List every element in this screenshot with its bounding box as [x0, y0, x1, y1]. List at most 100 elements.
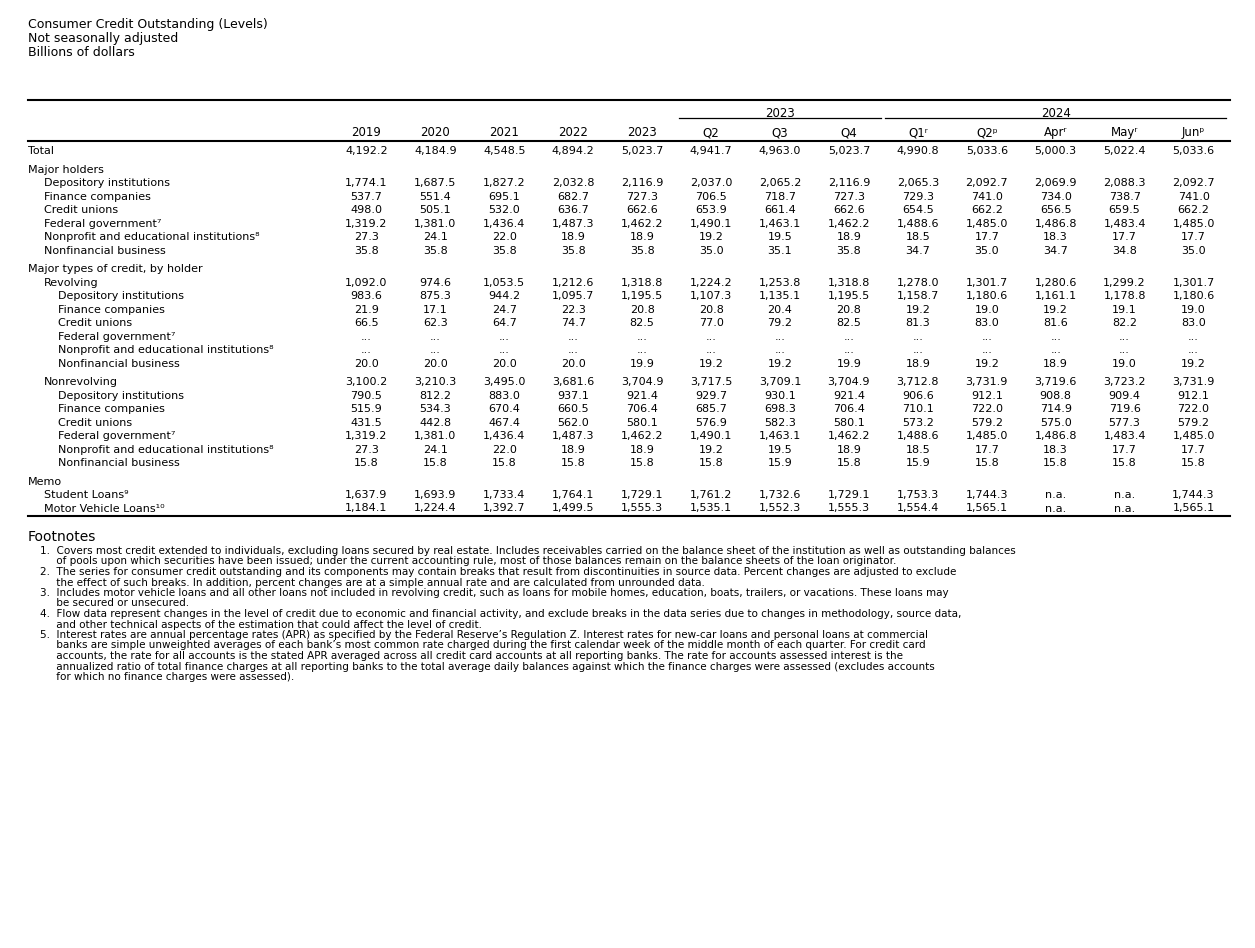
Text: Credit unions: Credit unions [58, 318, 132, 328]
Text: 1,224.4: 1,224.4 [414, 503, 457, 514]
Text: 4,184.9: 4,184.9 [414, 146, 457, 156]
Text: 576.9: 576.9 [695, 417, 727, 428]
Text: 2023: 2023 [766, 107, 794, 120]
Text: 1,301.7: 1,301.7 [1172, 278, 1215, 287]
Text: 1,319.2: 1,319.2 [345, 431, 388, 441]
Text: 19.9: 19.9 [630, 358, 655, 369]
Text: 1,319.2: 1,319.2 [345, 218, 388, 228]
Text: Nonfinancial business: Nonfinancial business [58, 458, 179, 468]
Text: 19.2: 19.2 [699, 445, 724, 454]
Text: 741.0: 741.0 [971, 191, 1003, 202]
Text: ...: ... [430, 332, 441, 341]
Text: ...: ... [1050, 345, 1062, 355]
Text: of pools upon which securities have been issued; under the current accounting ru: of pools upon which securities have been… [40, 556, 896, 567]
Text: 22.3: 22.3 [561, 304, 586, 315]
Text: Federal government⁷: Federal government⁷ [58, 332, 176, 341]
Text: 937.1: 937.1 [557, 391, 589, 400]
Text: Q1ʳ: Q1ʳ [907, 126, 927, 139]
Text: 1,488.6: 1,488.6 [896, 431, 939, 441]
Text: 19.0: 19.0 [1112, 358, 1137, 369]
Text: annualized ratio of total finance charges at all reporting banks to the total av: annualized ratio of total finance charge… [40, 662, 935, 671]
Text: 20.0: 20.0 [354, 358, 379, 369]
Text: 1,135.1: 1,135.1 [759, 291, 801, 301]
Text: Depository institutions: Depository institutions [44, 178, 169, 188]
Text: 35.8: 35.8 [837, 246, 861, 256]
Text: 1,107.3: 1,107.3 [690, 291, 732, 301]
Text: 15.8: 15.8 [1181, 458, 1206, 468]
Text: 431.5: 431.5 [350, 417, 383, 428]
Text: 1,462.2: 1,462.2 [828, 431, 870, 441]
Text: be secured or unsecured.: be secured or unsecured. [40, 598, 190, 609]
Text: 82.2: 82.2 [1112, 318, 1137, 328]
Text: ...: ... [1050, 332, 1062, 341]
Text: 718.7: 718.7 [764, 191, 796, 202]
Text: 81.3: 81.3 [905, 318, 930, 328]
Text: 18.9: 18.9 [630, 232, 655, 242]
Text: 498.0: 498.0 [350, 205, 383, 215]
Text: 15.8: 15.8 [423, 458, 448, 468]
Text: 64.7: 64.7 [492, 318, 517, 328]
Text: 909.4: 909.4 [1108, 391, 1141, 400]
Text: 727.3: 727.3 [626, 191, 658, 202]
Text: 3,210.3: 3,210.3 [414, 377, 457, 387]
Text: 656.5: 656.5 [1040, 205, 1072, 215]
Text: 1,184.1: 1,184.1 [345, 503, 388, 514]
Text: Nonprofit and educational institutions⁸: Nonprofit and educational institutions⁸ [58, 345, 274, 355]
Text: 1,462.2: 1,462.2 [828, 218, 870, 228]
Text: 695.1: 695.1 [488, 191, 520, 202]
Text: 2,037.0: 2,037.0 [690, 178, 732, 188]
Text: 685.7: 685.7 [695, 404, 727, 414]
Text: 1,637.9: 1,637.9 [345, 490, 388, 500]
Text: Nonrevolving: Nonrevolving [44, 377, 118, 387]
Text: Nonprofit and educational institutions⁸: Nonprofit and educational institutions⁸ [44, 232, 260, 242]
Text: 1,253.8: 1,253.8 [759, 278, 801, 287]
Text: ...: ... [1188, 345, 1199, 355]
Text: 83.0: 83.0 [1181, 318, 1206, 328]
Text: 19.0: 19.0 [1181, 304, 1206, 315]
Text: 908.8: 908.8 [1039, 391, 1072, 400]
Text: Major holders: Major holders [28, 165, 104, 174]
Text: 17.1: 17.1 [423, 304, 448, 315]
Text: 706.5: 706.5 [695, 191, 727, 202]
Text: and other technical aspects of the estimation that could affect the level of cre: and other technical aspects of the estim… [40, 619, 482, 629]
Text: the effect of such breaks. In addition, percent changes are at a simple annual r: the effect of such breaks. In addition, … [40, 577, 705, 588]
Text: 1,693.9: 1,693.9 [414, 490, 457, 500]
Text: 35.0: 35.0 [699, 246, 723, 256]
Text: 34.8: 34.8 [1112, 246, 1137, 256]
Text: 66.5: 66.5 [354, 318, 379, 328]
Text: 706.4: 706.4 [626, 404, 658, 414]
Text: 930.1: 930.1 [764, 391, 796, 400]
Text: ...: ... [361, 345, 371, 355]
Text: ...: ... [705, 345, 717, 355]
Text: 15.9: 15.9 [905, 458, 930, 468]
Text: 1,486.8: 1,486.8 [1034, 431, 1077, 441]
Text: ...: ... [912, 345, 924, 355]
Text: 534.3: 534.3 [419, 404, 452, 414]
Text: 1,753.3: 1,753.3 [897, 490, 939, 500]
Text: 15.8: 15.8 [1043, 458, 1068, 468]
Text: 722.0: 722.0 [971, 404, 1003, 414]
Text: 741.0: 741.0 [1177, 191, 1210, 202]
Text: 5.  Interest rates are annual percentage rates (APR) as specified by the Federal: 5. Interest rates are annual percentage … [40, 630, 927, 640]
Text: 698.3: 698.3 [764, 404, 796, 414]
Text: 734.0: 734.0 [1039, 191, 1072, 202]
Text: 1,535.1: 1,535.1 [690, 503, 732, 514]
Text: 4,963.0: 4,963.0 [759, 146, 801, 156]
Text: 5,022.4: 5,022.4 [1103, 146, 1146, 156]
Text: 74.7: 74.7 [561, 318, 586, 328]
Text: 551.4: 551.4 [419, 191, 452, 202]
Text: 17.7: 17.7 [1181, 445, 1206, 454]
Text: 2,032.8: 2,032.8 [552, 178, 595, 188]
Text: 1,318.8: 1,318.8 [621, 278, 664, 287]
Text: 35.8: 35.8 [561, 246, 586, 256]
Text: Finance companies: Finance companies [44, 191, 151, 202]
Text: 4,941.7: 4,941.7 [690, 146, 733, 156]
Text: 3,704.9: 3,704.9 [621, 377, 664, 387]
Text: 20.0: 20.0 [492, 358, 517, 369]
Text: 19.9: 19.9 [837, 358, 861, 369]
Text: 82.5: 82.5 [630, 318, 655, 328]
Text: Q2ᵖ: Q2ᵖ [976, 126, 998, 139]
Text: 15.8: 15.8 [492, 458, 517, 468]
Text: 1,732.6: 1,732.6 [759, 490, 801, 500]
Text: ...: ... [430, 345, 441, 355]
